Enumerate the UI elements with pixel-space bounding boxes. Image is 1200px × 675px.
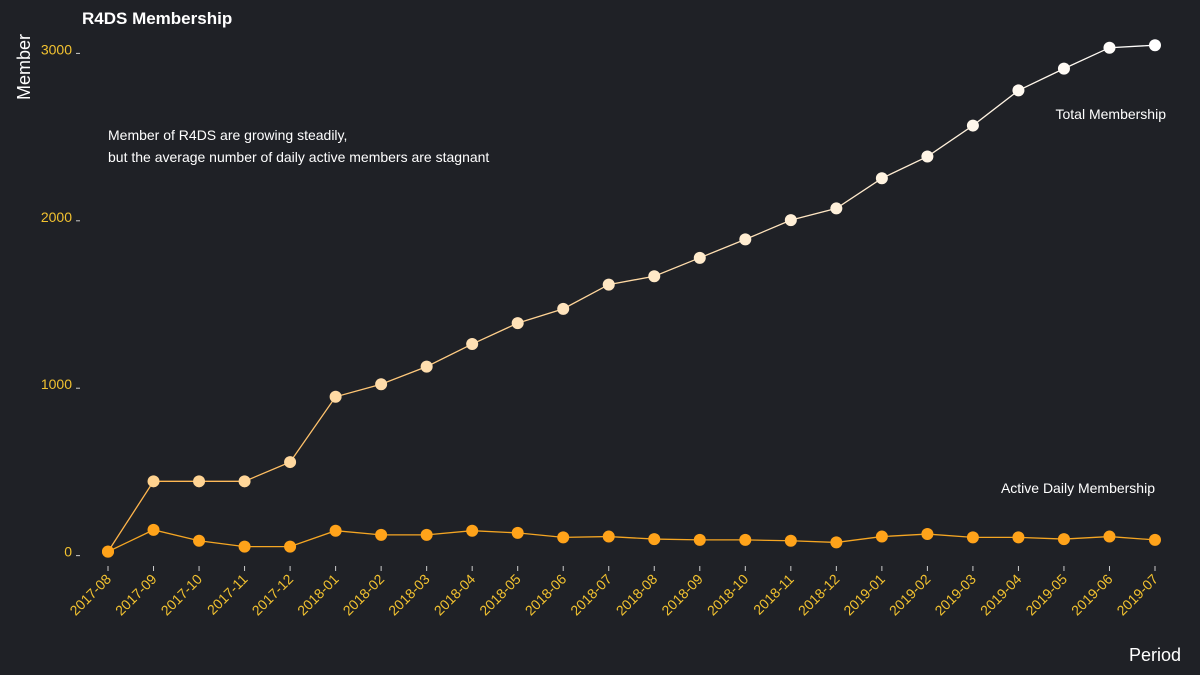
active-point-2018-02 (375, 528, 388, 541)
total-point-2019-06 (1103, 41, 1116, 54)
y-tick-label-0: 0 (64, 544, 72, 560)
active-point-2018-10 (739, 533, 752, 546)
total-point-2018-07 (602, 278, 615, 291)
y-axis: 0 1000 2000 3000 (41, 41, 80, 560)
active-point-2018-06 (557, 531, 570, 544)
x-tick-label-15: 2018-11 (750, 571, 797, 618)
x-axis-title: Period (1129, 645, 1181, 665)
active-point-2019-02 (921, 528, 934, 541)
series-total-membership (102, 39, 1161, 558)
total-point-2019-04 (1012, 84, 1025, 97)
active-point-2019-04 (1012, 531, 1025, 544)
total-point-2018-01 (329, 390, 342, 403)
active-point-2017-10 (193, 534, 206, 547)
total-point-2019-01 (875, 172, 888, 185)
annotation-line-1: Member of R4DS are growing steadily, (108, 127, 347, 143)
total-point-2017-11 (238, 475, 251, 488)
y-tick-label-3: 3000 (41, 41, 72, 57)
x-tick-label-23: 2019-07 (1113, 571, 1161, 619)
x-tick-label-19: 2019-03 (931, 571, 979, 619)
active-point-2018-04 (466, 524, 479, 537)
active-point-2018-09 (693, 533, 706, 546)
x-tick-label-2: 2017-10 (158, 571, 206, 619)
active-point-2018-08 (648, 533, 661, 546)
active-point-2019-01 (875, 530, 888, 543)
x-tick-label-6: 2018-02 (340, 571, 388, 619)
x-tick-label-10: 2018-06 (522, 571, 570, 619)
active-point-2018-12 (830, 536, 843, 549)
total-point-2019-07 (1149, 39, 1161, 52)
x-tick-label-18: 2019-02 (886, 571, 934, 619)
active-point-2017-11 (238, 540, 251, 553)
series-label-total: Total Membership (1056, 106, 1167, 122)
y-tick-label-2: 2000 (41, 209, 72, 225)
active-point-2019-07 (1149, 533, 1161, 546)
y-axis-title: Member (14, 34, 34, 100)
series-label-active: Active Daily Membership (1001, 480, 1155, 496)
x-tick-label-7: 2018-03 (385, 571, 433, 619)
total-point-2018-05 (511, 317, 524, 330)
total-point-2017-10 (193, 475, 206, 488)
total-point-2018-09 (693, 251, 706, 264)
x-tick-label-3: 2017-11 (204, 571, 251, 618)
x-tick-label-22: 2019-06 (1068, 571, 1116, 619)
active-point-2018-11 (784, 534, 797, 547)
active-point-2017-09 (147, 523, 160, 536)
series-active-daily-membership (102, 523, 1161, 558)
active-point-2019-06 (1103, 530, 1116, 543)
x-tick-label-8: 2018-04 (431, 571, 479, 619)
x-tick-label-0: 2017-08 (66, 571, 114, 619)
active-point-2019-05 (1057, 533, 1070, 546)
total-point-2019-03 (966, 119, 979, 132)
total-point-2019-05 (1057, 62, 1070, 75)
active-membership-line (107, 529, 1156, 553)
x-tick-label-11: 2018-07 (567, 571, 615, 619)
total-point-2017-12 (284, 456, 297, 469)
active-point-2019-03 (966, 531, 979, 544)
x-tick-label-13: 2018-09 (658, 571, 706, 619)
x-tick-label-1: 2017-09 (112, 571, 160, 619)
x-tick-label-4: 2017-12 (249, 571, 297, 619)
total-point-2018-08 (648, 270, 661, 283)
x-axis: 2017-082017-092017-102017-112017-122018-… (66, 566, 1161, 618)
total-point-2018-04 (466, 338, 479, 351)
total-point-2019-02 (921, 150, 934, 163)
active-point-2018-05 (511, 526, 524, 539)
total-point-2018-03 (420, 360, 433, 373)
active-point-2017-08 (102, 545, 114, 558)
active-point-2017-12 (284, 540, 297, 553)
total-point-2018-02 (375, 378, 388, 391)
x-tick-label-9: 2018-05 (476, 571, 524, 619)
y-tick-label-1: 1000 (41, 376, 72, 392)
x-tick-label-12: 2018-08 (613, 571, 661, 619)
total-point-2018-12 (830, 202, 843, 215)
total-membership-line (107, 44, 1156, 552)
x-tick-label-14: 2018-10 (704, 571, 752, 619)
chart-title: R4DS Membership (82, 9, 232, 28)
x-tick-label-20: 2019-04 (977, 571, 1025, 619)
total-point-2018-06 (557, 302, 570, 315)
total-point-2018-11 (784, 214, 797, 227)
active-point-2018-07 (602, 530, 615, 543)
x-tick-label-5: 2018-01 (294, 571, 342, 619)
annotation-line-2: but the average number of daily active m… (108, 149, 489, 165)
active-point-2018-01 (329, 524, 342, 537)
active-point-2018-03 (420, 528, 433, 541)
x-tick-label-21: 2019-05 (1022, 571, 1070, 619)
x-tick-label-16: 2018-12 (795, 571, 843, 619)
total-point-2017-09 (147, 475, 160, 488)
x-tick-label-17: 2019-01 (840, 571, 888, 619)
total-point-2018-10 (739, 233, 752, 246)
